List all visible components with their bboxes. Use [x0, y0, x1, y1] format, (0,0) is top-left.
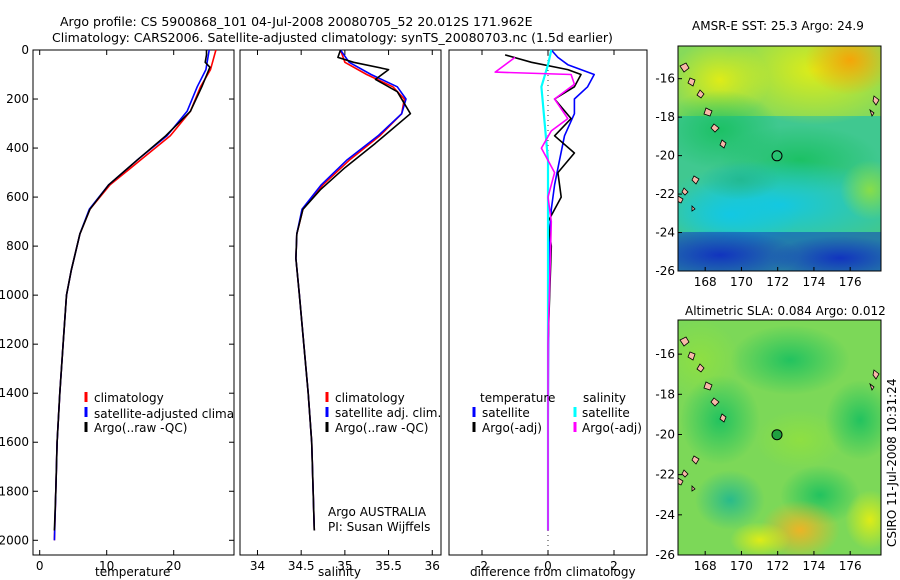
salinity-panel: 34 34.5 35 35.5 36 salinity climatology sate… [239, 49, 442, 579]
map-y-tick-label: -22 [655, 468, 675, 482]
x-tick-label: 35 [337, 559, 352, 573]
map-x-tick-label: 168 [694, 275, 717, 289]
x-tick-label: 2 [610, 559, 618, 573]
salinity-ticks: 34 34.5 35 35.5 36 [250, 50, 440, 573]
credit-line-2: PI: Susan Wijffels [328, 520, 430, 534]
map-x-tick-label: 170 [730, 559, 753, 573]
sla-float-location-marker [771, 429, 783, 441]
y-tick-label: 0 [21, 43, 29, 57]
x-tick-label: 36 [425, 559, 440, 573]
map-y-tick-label: -26 [655, 548, 675, 562]
sst-map-panel: AMSR-E SST: 25.3 Argo: 24.9 168 170 172 174… [655, 19, 882, 289]
series-line-argo-adj- [494, 56, 576, 531]
x-tick-label: 10 [99, 559, 114, 573]
sla-map-field [678, 320, 881, 555]
map-y-tick-label: -24 [655, 508, 675, 522]
sla-map-frame [677, 319, 882, 556]
legend-header-salinity: salinity [583, 391, 626, 405]
map-x-tick-label: 176 [839, 275, 862, 289]
map-y-tick-label: -18 [655, 387, 675, 401]
series-line-argo-raw-qc- [295, 49, 412, 531]
map-x-tick-label: 172 [766, 559, 789, 573]
legend-argo-raw-qc: Argo(..raw -QC) [94, 421, 187, 435]
header-line-2: Climatology: CARS2006. Satellite-adjuste… [52, 30, 613, 45]
temperature-legend: climatology satellite-adjusted climatolo… [84, 391, 272, 435]
credit-line-1: Argo AUSTRALIA [328, 505, 427, 519]
y-tick-label: 600 [6, 190, 29, 204]
difference-xlabel: difference from climatology [470, 565, 636, 579]
side-stamp: CSIRO 11-Jul-2008 10:31:24 [885, 379, 899, 547]
map-y-tick-label: -22 [655, 187, 675, 201]
sst-map-frame [677, 45, 882, 272]
difference-panel: -2 0 2 difference from climatology tempera… [448, 49, 648, 579]
difference-ticks: -2 0 2 [476, 50, 618, 573]
legend-sal-satellite-adj-clim: satellite adj. clim. [335, 406, 441, 420]
sst-map-field [678, 46, 881, 271]
temperature-lines [53, 49, 217, 541]
map-y-tick-label: -20 [655, 149, 675, 163]
temperature-panel: 0 10 2002004006008001000120014001600180020… [0, 43, 272, 579]
legend-diff-s-satellite: satellite [582, 406, 630, 420]
sst-map-title: AMSR-E SST: 25.3 Argo: 24.9 [692, 19, 864, 33]
x-tick-label: 0 [36, 559, 44, 573]
x-tick-label: 34 [250, 559, 265, 573]
header-line-1: Argo profile: CS 5900868_101 04-Jul-2008… [60, 14, 533, 29]
sst-float-location-marker [771, 150, 783, 162]
y-tick-label: 200 [6, 92, 29, 106]
legend-satellite-adjusted-climatology: satellite-adjusted climatology [94, 407, 272, 421]
map-x-tick-label: 168 [694, 559, 717, 573]
y-tick-label: 1000 [0, 288, 29, 302]
x-tick-label: -2 [476, 559, 488, 573]
map-x-tick-label: 176 [839, 559, 862, 573]
legend-diff-s-argo-adj: Argo(-adj) [582, 421, 642, 435]
salinity-legend: climatology satellite adj. clim. Argo(..… [325, 391, 441, 435]
y-tick-label: 1600 [0, 435, 29, 449]
sla-map-ticks: 168 170 172 174 176 -16 -18 -20 -22 -24 -26 [655, 347, 861, 573]
salinity-axes-box [239, 49, 442, 556]
y-tick-label: 2000 [0, 533, 29, 547]
y-tick-label: 1800 [0, 484, 29, 498]
legend-clip-satellite-adjusted: satellite-adjusted climatology [94, 407, 272, 421]
sla-map-panel: Altimetric SLA: 0.084 Argo: 0.012 168 170… [655, 304, 886, 573]
legend-diff-t-satellite: satellite [482, 406, 530, 420]
x-tick-label: 20 [166, 559, 181, 573]
temperature-xlabel: temperature [95, 565, 170, 579]
map-x-tick-label: 172 [766, 275, 789, 289]
map-x-tick-label: 174 [802, 275, 825, 289]
sla-map-title: Altimetric SLA: 0.084 Argo: 0.012 [685, 304, 886, 318]
legend-sal-argo-raw-qc: Argo(..raw -QC) [335, 421, 428, 435]
temperature-axes-box [32, 49, 235, 556]
difference-lines [494, 49, 596, 531]
y-tick-label: 400 [6, 141, 29, 155]
legend-header-temperature: temperature [480, 391, 555, 405]
y-tick-label: 1200 [0, 337, 29, 351]
x-tick-label: 35.5 [375, 559, 402, 573]
map-x-tick-label: 170 [730, 275, 753, 289]
salinity-xlabel: salinity [318, 565, 361, 579]
map-y-tick-label: -16 [655, 72, 675, 86]
legend-climatology: climatology [94, 391, 164, 405]
series-line-argo-raw-qc- [53, 50, 211, 531]
legend-sal-climatology: climatology [335, 391, 405, 405]
map-y-tick-label: -16 [655, 347, 675, 361]
y-tick-label: 800 [6, 239, 29, 253]
x-tick-label: 0 [544, 559, 552, 573]
map-y-tick-label: -26 [655, 264, 675, 278]
temperature-ticks: 0 10 2002004006008001000120014001600180020… [0, 43, 234, 573]
map-y-tick-label: -24 [655, 226, 675, 240]
y-tick-label: 1400 [0, 386, 29, 400]
sst-map-ticks: 168 170 172 174 176 -16 -18 -20 -22 -24 -26 [655, 72, 861, 289]
x-tick-label: 34.5 [288, 559, 315, 573]
legend-diff-t-argo-adj: Argo(-adj) [482, 421, 542, 435]
map-y-tick-label: -18 [655, 110, 675, 124]
salinity-lines [295, 49, 412, 531]
difference-legend: temperature satellite Argo(-adj) salinit… [472, 391, 642, 435]
map-y-tick-label: -20 [655, 427, 675, 441]
map-x-tick-label: 174 [802, 559, 825, 573]
